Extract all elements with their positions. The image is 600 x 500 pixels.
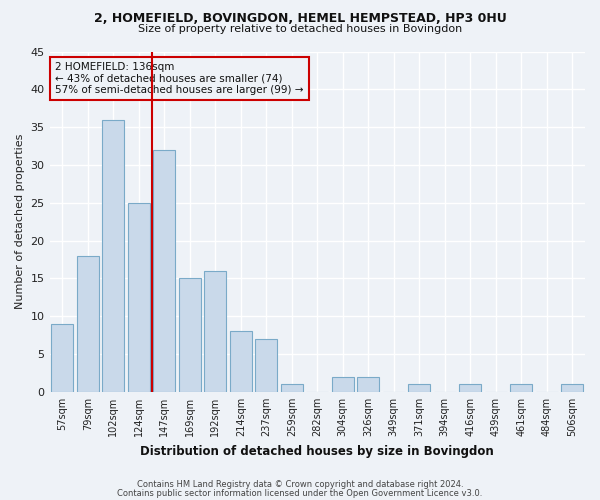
Bar [77, 256, 98, 392]
Bar [230, 332, 251, 392]
Bar [409, 384, 430, 392]
Bar [358, 377, 379, 392]
Bar [128, 203, 149, 392]
Bar [154, 150, 175, 392]
Bar [332, 377, 353, 392]
X-axis label: Distribution of detached houses by size in Bovingdon: Distribution of detached houses by size … [140, 444, 494, 458]
Bar [281, 384, 302, 392]
Bar [562, 384, 583, 392]
Text: 2, HOMEFIELD, BOVINGDON, HEMEL HEMPSTEAD, HP3 0HU: 2, HOMEFIELD, BOVINGDON, HEMEL HEMPSTEAD… [94, 12, 506, 26]
Bar [205, 271, 226, 392]
Y-axis label: Number of detached properties: Number of detached properties [15, 134, 25, 310]
Text: 2 HOMEFIELD: 136sqm
← 43% of detached houses are smaller (74)
57% of semi-detach: 2 HOMEFIELD: 136sqm ← 43% of detached ho… [55, 62, 304, 95]
Bar [460, 384, 481, 392]
Text: Contains public sector information licensed under the Open Government Licence v3: Contains public sector information licen… [118, 489, 482, 498]
Bar [52, 324, 73, 392]
Text: Contains HM Land Registry data © Crown copyright and database right 2024.: Contains HM Land Registry data © Crown c… [137, 480, 463, 489]
Bar [103, 120, 124, 392]
Bar [179, 278, 200, 392]
Bar [256, 339, 277, 392]
Bar [511, 384, 532, 392]
Text: Size of property relative to detached houses in Bovingdon: Size of property relative to detached ho… [138, 24, 462, 34]
